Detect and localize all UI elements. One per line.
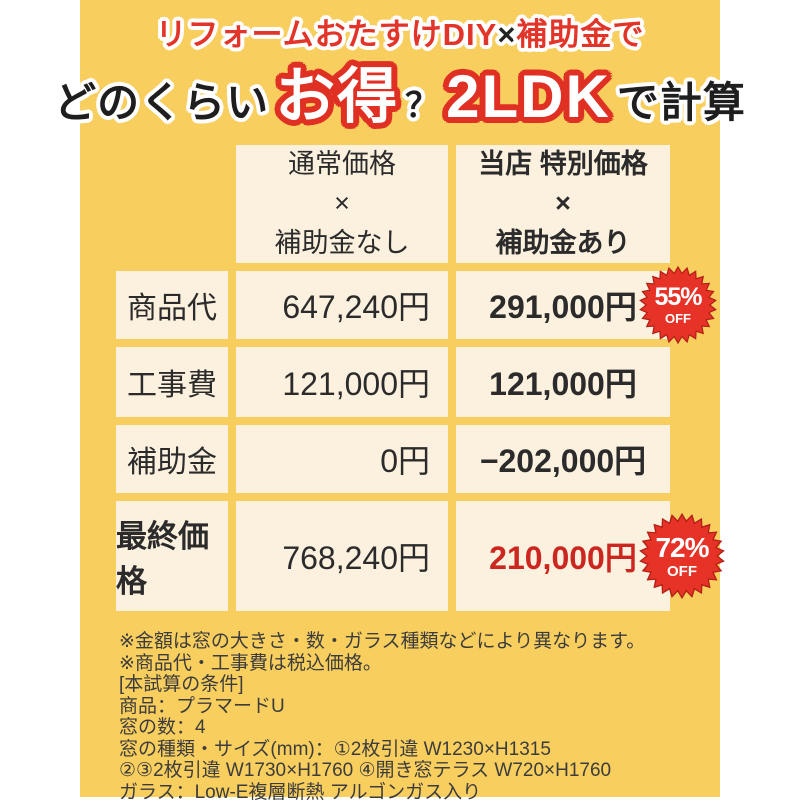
final-price-special-value: 210,000円 [489,533,637,579]
header-special-multiply: × [555,184,571,223]
promo-panel: リフォームおたすけDIY×補助金で どのくらい お得 ？ 2LDK で計算 通常… [80,0,720,797]
price-comparison-table: 通常価格 × 補助金なし 当店 特別価格 × 補助金あり 商品代 647,240… [116,145,670,611]
title-question-mark: ？ [405,78,440,127]
discount-badge-55: 55% OFF [638,265,718,345]
header-normal-line3: 補助金なし [275,224,410,263]
construction-cost-special: 121,000円 [456,347,670,417]
header-normal-line1: 通常価格 [288,145,396,184]
product-cost-special-value: 291,000円 [489,282,637,328]
header-normal-multiply: × [334,184,350,223]
discount-badge-72: 72% OFF [638,512,726,600]
row-label-product-cost: 商品代 [116,271,228,339]
note-line: 窓の数：4 [119,717,706,739]
header-special-line1: 当店 特別価格 [478,145,648,184]
note-line: 商品：プラマードU [119,696,706,718]
main-title: どのくらい お得 ？ 2LDK で計算 [80,48,720,135]
header-special-line3: 補助金あり [496,224,631,263]
title-highlight-2ldk: 2LDK [440,62,617,131]
note-line: [本試算の条件] [119,674,706,696]
final-price-special: 210,000円 72% OFF [456,501,670,611]
badge-off-label: OFF [667,564,697,579]
note-line: ②③2枚引違 W1730×H1760 ④開き窓テラス W720×H1760 [119,760,706,782]
row-label-subsidy: 補助金 [116,425,228,493]
tagline-post: 補助金で [516,17,644,52]
subsidy-normal: 0円 [236,425,448,493]
header-special-price: 当店 特別価格 × 補助金あり [456,145,670,263]
note-line: ※金額は窓の大きさ・数・ガラス種類などにより異なります。 [119,631,706,653]
construction-cost-normal: 121,000円 [236,347,448,417]
title-tail: で計算 [617,69,746,130]
note-line: ※商品代・工事費は税込価格。 [119,653,706,675]
note-line: 窓の種類・サイズ(mm)：①2枚引違 W1230×H1315 [119,739,706,761]
final-price-normal: 768,240円 [236,501,448,611]
footnotes: ※金額は窓の大きさ・数・ガラス種類などにより異なります。 ※商品代・工事費は税込… [119,631,706,803]
product-cost-special: 291,000円 55% OFF [456,271,670,339]
title-lead: どのくらい [54,69,269,130]
row-label-construction-cost: 工事費 [116,347,228,417]
title-highlight-otoku: お得 [269,48,405,135]
header-spacer-cell [116,145,228,263]
row-label-final-price: 最終価格 [116,501,228,611]
product-cost-normal: 647,240円 [236,271,448,339]
tagline-multiply-sign: × [497,17,516,52]
badge-text: 72% OFF [638,512,726,600]
badge-percent: 72% [655,534,708,562]
badge-off-label: OFF [665,312,691,325]
badge-percent: 55% [654,285,701,310]
subsidy-special: −202,000円 [456,425,670,493]
header-normal-price: 通常価格 × 補助金なし [236,145,448,263]
badge-text: 55% OFF [638,265,718,345]
tagline-pre: リフォームおたすけDIY [156,17,498,52]
